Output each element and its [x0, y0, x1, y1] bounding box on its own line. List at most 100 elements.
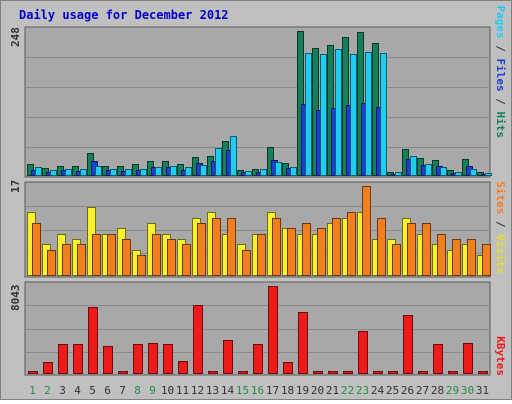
bar-pages-day-12 — [200, 165, 207, 176]
bar-sites-day-23 — [362, 186, 371, 276]
bar-kbytes-day-30 — [463, 343, 473, 374]
bar-sites-day-5 — [92, 234, 101, 276]
series-kbytes — [28, 286, 488, 374]
x-tick-label-day-26: 26 — [401, 384, 414, 397]
x-tick-label-day-20: 20 — [311, 384, 324, 397]
bar-sites-day-1 — [32, 223, 41, 276]
bar-pages-day-23 — [365, 52, 372, 176]
y-max-label-kbytes: 8043 — [9, 285, 22, 312]
bar-pages-day-5 — [95, 166, 102, 176]
bar-sites-day-9 — [152, 234, 161, 276]
x-tick-label-day-12: 12 — [191, 384, 204, 397]
bar-pages-day-7 — [125, 169, 132, 176]
x-tick-label-day-7: 7 — [119, 384, 126, 397]
bar-sites-day-20 — [317, 228, 326, 276]
legend-kbytes-label: KBytes — [494, 336, 507, 376]
x-tick-label-day-21: 21 — [326, 384, 339, 397]
bar-kbytes-day-1 — [28, 371, 38, 374]
bar-kbytes-day-20 — [313, 371, 323, 374]
bar-kbytes-day-12 — [193, 305, 203, 374]
plot-area-hits — [24, 26, 491, 178]
bar-sites-day-13 — [212, 218, 221, 276]
bar-kbytes-day-17 — [268, 286, 278, 374]
x-tick-label-day-24: 24 — [371, 384, 385, 397]
legend-visits: Visits — [494, 234, 507, 274]
bar-kbytes-day-9 — [148, 343, 158, 374]
bar-pages-day-2 — [50, 170, 57, 176]
bar-sites-day-30 — [467, 239, 476, 276]
bar-kbytes-day-18 — [283, 362, 293, 374]
bar-pages-day-28 — [440, 167, 447, 176]
bar-sites-day-26 — [407, 223, 416, 276]
series-files — [31, 103, 488, 176]
x-tick-label-day-29: 29 — [446, 384, 459, 397]
bar-sites-day-21 — [332, 218, 341, 276]
bar-kbytes-day-13 — [208, 371, 218, 374]
x-tick-label-day-28: 28 — [431, 384, 444, 397]
x-tick-label-day-14: 14 — [221, 384, 235, 397]
bar-sites-day-15 — [242, 250, 251, 276]
bar-pages-day-4 — [80, 169, 87, 176]
bar-kbytes-day-3 — [58, 344, 68, 374]
bar-sites-day-27 — [422, 223, 431, 276]
bar-kbytes-day-31 — [478, 371, 488, 374]
x-tick-label-day-27: 27 — [416, 384, 429, 397]
bar-kbytes-day-4 — [73, 344, 83, 374]
bar-pages-day-18 — [290, 167, 297, 176]
legend-sites-visits: Sites / Visits — [494, 181, 507, 274]
bar-kbytes-day-21 — [328, 371, 338, 374]
bar-pages-day-17 — [275, 162, 282, 176]
bar-pages-day-19 — [305, 53, 312, 176]
bar-sites-day-7 — [122, 239, 131, 276]
bar-kbytes-day-27 — [418, 371, 428, 374]
bar-sites-day-31 — [482, 244, 491, 276]
bar-sites-day-22 — [347, 212, 356, 276]
x-tick-label-day-3: 3 — [59, 384, 66, 397]
bar-sites-day-28 — [437, 234, 446, 276]
bar-kbytes-day-15 — [238, 371, 248, 374]
bar-kbytes-day-26 — [403, 315, 413, 374]
bar-sites-day-10 — [167, 239, 176, 276]
bar-pages-day-3 — [65, 169, 72, 176]
legend-sites: Sites — [494, 181, 507, 214]
x-tick-label-day-10: 10 — [161, 384, 174, 397]
plot-kbytes — [24, 281, 491, 376]
x-tick-label-day-8: 8 — [134, 384, 141, 397]
bar-kbytes-day-14 — [223, 340, 233, 374]
x-tick-label-day-18: 18 — [281, 384, 294, 397]
bar-kbytes-day-2 — [43, 362, 53, 374]
bar-pages-day-29 — [455, 172, 462, 176]
bar-sites-day-29 — [452, 239, 461, 276]
x-tick-label-day-15: 15 — [236, 384, 249, 397]
x-tick-label-day-1: 1 — [29, 384, 36, 397]
bar-pages-day-11 — [185, 167, 192, 176]
bar-sites-day-6 — [107, 234, 116, 276]
bar-sites-day-2 — [47, 250, 56, 276]
x-tick-label-day-16: 16 — [251, 384, 264, 397]
bar-sites-day-19 — [302, 223, 311, 276]
y-max-label-hits: 248 — [9, 27, 22, 47]
chart-title: Daily usage for December 2012 — [19, 8, 229, 22]
bar-pages-day-25 — [395, 172, 402, 176]
x-tick-label-day-30: 30 — [461, 384, 474, 397]
bar-pages-day-24 — [380, 53, 387, 176]
bar-pages-day-10 — [170, 166, 177, 176]
bar-kbytes-day-19 — [298, 312, 308, 374]
bar-sites-day-17 — [272, 218, 281, 276]
x-tick-label-day-4: 4 — [74, 384, 81, 397]
bar-kbytes-day-11 — [178, 361, 188, 374]
bar-kbytes-day-29 — [448, 371, 458, 374]
x-tick-label-day-25: 25 — [386, 384, 399, 397]
legend-hits: Hits — [494, 112, 507, 139]
bar-sites-day-11 — [182, 244, 191, 276]
plot-visits — [24, 181, 491, 278]
x-tick-label-day-13: 13 — [206, 384, 219, 397]
bar-sites-day-24 — [377, 218, 386, 276]
legend-sep: / — [494, 214, 507, 234]
x-tick-label-day-17: 17 — [266, 384, 279, 397]
bar-sites-day-14 — [227, 218, 236, 276]
x-tick-label-day-5: 5 — [89, 384, 96, 397]
series-pages — [35, 49, 492, 176]
bar-sites-day-12 — [197, 223, 206, 276]
legend-sep: / — [494, 39, 507, 59]
